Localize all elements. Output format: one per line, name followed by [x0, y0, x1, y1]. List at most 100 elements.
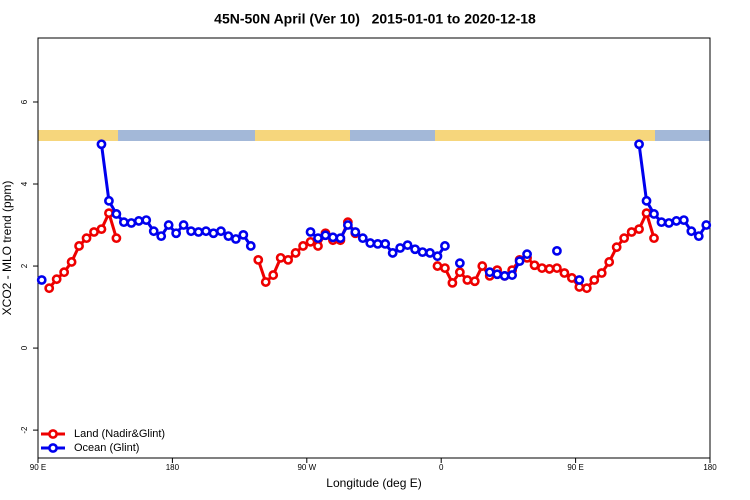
data-point: [596, 268, 607, 278]
data-point: [238, 229, 249, 240]
data-point: [537, 263, 547, 273]
data-point: [118, 217, 129, 228]
data-point: [566, 273, 577, 283]
ocean-band: [118, 130, 255, 141]
data-point: [552, 245, 562, 256]
data-point: [253, 254, 264, 265]
data-point: [357, 233, 368, 244]
data-point: [260, 277, 271, 287]
data-point: [484, 267, 495, 278]
data-point: [387, 248, 398, 258]
data-point: [395, 243, 406, 253]
legend-label: Land (Nadir&Glint): [74, 428, 165, 440]
data-point: [492, 269, 503, 280]
data-point: [649, 233, 659, 244]
chart-title: 45N-50N April (Ver 10) 2015-01-01 to 202…: [214, 11, 536, 27]
data-point: [410, 244, 420, 255]
data-point: [641, 208, 652, 219]
legend-marker: [48, 443, 58, 453]
data-point: [626, 227, 637, 237]
data-point: [305, 227, 316, 237]
data-point: [328, 232, 338, 243]
data-point: [649, 209, 659, 219]
data-point: [74, 241, 84, 251]
x-axis-label: Longitude (deg E): [326, 476, 421, 490]
data-point: [133, 216, 144, 226]
data-point: [216, 226, 226, 237]
data-point: [89, 227, 99, 237]
data-point: [522, 249, 532, 260]
data-point: [141, 215, 152, 226]
data-point: [552, 263, 562, 273]
data-point: [208, 228, 219, 239]
data-point: [477, 261, 488, 271]
data-point: [671, 216, 682, 226]
y-tick-label: 6: [20, 99, 29, 104]
y-tick-label: 2: [20, 263, 29, 268]
y-tick-label: 0: [20, 345, 29, 350]
data-point: [230, 234, 241, 244]
data-point: [611, 242, 622, 253]
data-point: [313, 233, 323, 244]
land-ocean-strip: [38, 130, 710, 141]
data-point: [350, 227, 361, 237]
data-point: [529, 260, 540, 271]
ocean-band: [655, 130, 710, 141]
data-point: [66, 257, 77, 267]
legend-marker: [48, 429, 58, 439]
data-point: [283, 254, 294, 265]
data-point: [432, 251, 443, 262]
data-point: [96, 224, 107, 235]
data-point: [320, 230, 331, 241]
data-point: [693, 231, 704, 242]
land-band: [38, 130, 118, 141]
data-point: [604, 257, 615, 267]
data-point: [298, 241, 308, 251]
data-point: [454, 258, 465, 269]
x-tick-label: 0: [439, 463, 444, 472]
x-tick-label: 180: [703, 463, 717, 472]
data-point: [454, 267, 465, 278]
data-point: [59, 267, 70, 278]
data-point: [193, 227, 204, 237]
legend: Land (Nadir&Glint) Ocean (Glint): [41, 428, 165, 454]
data-point: [701, 220, 712, 230]
data-point: [126, 218, 137, 228]
data-point: [619, 233, 630, 244]
data-point: [372, 238, 383, 249]
plot-frame: [37, 37, 711, 459]
series: [36, 139, 712, 285]
data-point: [335, 233, 346, 244]
data-point: [245, 241, 256, 251]
data-point: [447, 277, 458, 288]
data-point: [156, 231, 167, 242]
data-point: [223, 231, 234, 242]
y-tick-label: 4: [20, 181, 29, 186]
data-point: [634, 224, 644, 235]
data-point: [686, 226, 697, 237]
x-tick-label: 90 W: [297, 463, 316, 472]
y-axis-label: XCO2 - MLO trend (ppm): [0, 181, 14, 316]
data-point: [171, 228, 182, 239]
data-point: [574, 275, 585, 285]
data-point: [36, 275, 47, 285]
land-band: [255, 130, 350, 141]
data-point: [514, 256, 525, 267]
data-point: [425, 248, 435, 258]
data-point: [559, 268, 570, 278]
data-point: [440, 241, 450, 251]
data-point: [664, 218, 674, 228]
data-point: [290, 248, 301, 258]
data-point: [81, 233, 92, 244]
data-point: [44, 283, 55, 294]
data-point: [96, 139, 107, 150]
data-point: [380, 238, 391, 249]
data-point: [275, 252, 286, 263]
series-line: [48, 208, 118, 290]
data-point: [201, 226, 211, 237]
data-point: [268, 270, 279, 280]
x-tick-label: 180: [166, 463, 180, 472]
data-point: [469, 276, 480, 287]
data-point: [111, 233, 122, 244]
